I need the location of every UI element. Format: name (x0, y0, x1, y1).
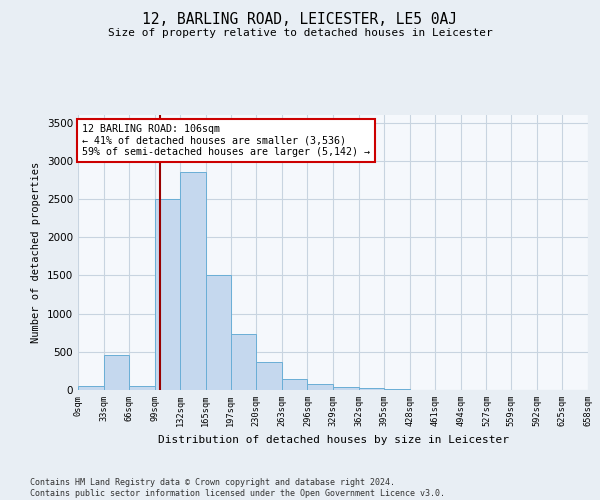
Bar (104, 355, 129, 390)
Y-axis label: Number of detached properties: Number of detached properties (31, 162, 41, 343)
Bar (129, 386, 155, 390)
Bar (256, 362, 282, 390)
Bar (206, 276, 230, 390)
Bar (78, 386, 104, 390)
X-axis label: Distribution of detached houses by size in Leicester: Distribution of detached houses by size … (157, 434, 509, 444)
Bar (282, 378, 307, 390)
Text: 12, BARLING ROAD, LEICESTER, LE5 0AJ: 12, BARLING ROAD, LEICESTER, LE5 0AJ (143, 12, 458, 28)
Bar (359, 388, 384, 390)
Bar (181, 172, 206, 390)
Bar (333, 387, 359, 390)
Bar (155, 199, 181, 390)
Text: Contains HM Land Registry data © Crown copyright and database right 2024.
Contai: Contains HM Land Registry data © Crown c… (30, 478, 445, 498)
Text: 12 BARLING ROAD: 106sqm
← 41% of detached houses are smaller (3,536)
59% of semi: 12 BARLING ROAD: 106sqm ← 41% of detache… (82, 124, 370, 158)
Bar (384, 389, 410, 390)
Bar (230, 334, 256, 390)
Bar (307, 384, 333, 390)
Text: Size of property relative to detached houses in Leicester: Size of property relative to detached ho… (107, 28, 493, 38)
